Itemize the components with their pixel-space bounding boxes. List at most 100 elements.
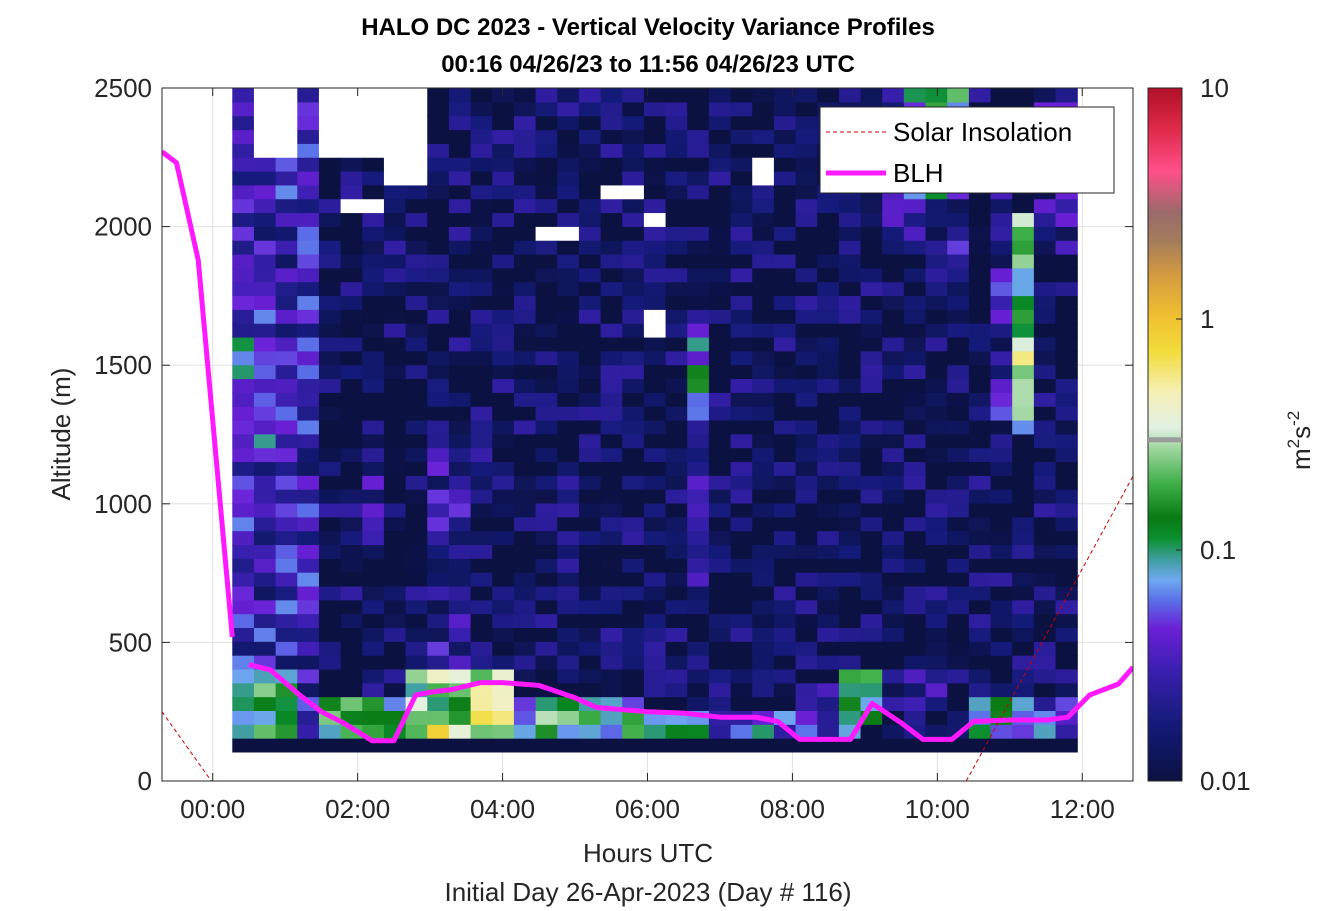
heatmap-cell <box>557 627 580 642</box>
heatmap-cell <box>708 475 732 490</box>
heatmap-cell <box>470 419 493 435</box>
heatmap-cell <box>752 738 775 753</box>
heatmap-cell <box>795 558 818 573</box>
heatmap-cell <box>882 572 905 587</box>
heatmap-cell <box>968 433 992 449</box>
heatmap-cell <box>1055 599 1078 615</box>
heatmap-cell <box>448 489 472 504</box>
heatmap-cell <box>622 516 645 532</box>
heatmap-cell <box>947 682 970 698</box>
heatmap-cell <box>383 475 407 490</box>
heatmap-cell <box>578 489 602 504</box>
heatmap-cell <box>600 129 623 144</box>
heatmap-cell <box>405 585 428 601</box>
heatmap-cell <box>318 240 342 255</box>
heatmap-cell <box>730 461 753 476</box>
heatmap-cell <box>622 115 645 131</box>
heatmap-cell <box>383 447 407 463</box>
heatmap-cell <box>600 461 623 476</box>
heatmap-cell <box>557 475 580 490</box>
heatmap-cell <box>578 364 602 380</box>
heatmap-cell <box>535 724 558 739</box>
heatmap-cell <box>687 572 710 587</box>
heatmap-cell <box>643 323 667 338</box>
heatmap-cell <box>643 101 667 117</box>
heatmap-cell <box>275 101 298 117</box>
heatmap-cell <box>470 516 493 532</box>
heatmap-cell <box>860 516 883 532</box>
heatmap-cell <box>275 88 298 103</box>
heatmap-cell <box>448 530 472 546</box>
heatmap-cell <box>578 240 602 255</box>
heatmap-cell <box>600 267 623 283</box>
heatmap-cell <box>383 378 407 393</box>
heatmap-cell <box>860 88 883 103</box>
x-axis-ticks: 00:00 02:00 04:00 06:00 08:00 10:00 12:00 <box>180 88 1115 824</box>
heatmap-cell <box>752 530 775 546</box>
heatmap-cell <box>362 613 385 629</box>
heatmap-cell <box>882 461 905 476</box>
heatmap-cell <box>1033 489 1057 504</box>
heatmap-cell <box>535 170 558 186</box>
heatmap-cell <box>882 226 905 241</box>
heatmap-cell <box>535 129 558 144</box>
heatmap-cell <box>838 668 862 684</box>
heatmap-cell <box>448 184 472 200</box>
heatmap-cell <box>622 101 645 117</box>
heatmap-cell <box>1033 696 1057 711</box>
heatmap-cell <box>362 461 385 476</box>
heatmap-cell <box>513 253 537 269</box>
heatmap-cell <box>687 433 710 449</box>
heatmap-cell <box>600 724 623 739</box>
heatmap-cell <box>318 309 342 324</box>
heatmap-cell <box>687 115 710 131</box>
heatmap-cell <box>730 253 753 269</box>
heatmap-cell <box>253 419 277 435</box>
heatmap-cell <box>578 336 602 352</box>
heatmap-cell <box>600 516 623 532</box>
heatmap-cell <box>795 129 818 144</box>
heatmap-cell <box>362 143 385 158</box>
heatmap-cell <box>1033 627 1057 642</box>
heatmap-cell <box>643 433 667 449</box>
heatmap-cell <box>882 336 905 352</box>
heatmap-cell <box>492 641 515 656</box>
heatmap-cell <box>968 682 992 698</box>
heatmap-cell <box>968 253 992 269</box>
heatmap-cell <box>903 585 927 601</box>
heatmap-cell <box>535 475 558 490</box>
heatmap-cell <box>795 668 818 684</box>
heatmap-cell <box>990 267 1013 283</box>
heatmap-cell <box>253 599 277 615</box>
heatmap-cell <box>578 295 602 310</box>
heatmap-cell <box>1012 240 1035 255</box>
heatmap-cell <box>383 599 407 615</box>
heatmap-cell <box>882 613 905 629</box>
heatmap-cell <box>362 475 385 490</box>
heatmap-cell <box>687 323 710 338</box>
heatmap-cell <box>773 364 797 380</box>
heatmap-cell <box>838 516 862 532</box>
heatmap-cell <box>578 530 602 546</box>
heatmap-cell <box>535 267 558 283</box>
heatmap-cell <box>882 475 905 490</box>
heatmap-cell <box>427 738 450 753</box>
heatmap-cell <box>708 309 732 324</box>
heatmap-cell <box>232 502 255 518</box>
heatmap-cell <box>773 558 797 573</box>
heatmap-cell <box>297 198 320 214</box>
heatmap-cell <box>253 364 277 380</box>
heatmap-cell <box>405 323 428 338</box>
heatmap-cell <box>470 129 493 144</box>
heatmap-cell <box>1012 530 1035 546</box>
heatmap-cell <box>557 558 580 573</box>
heatmap-cell <box>643 585 667 601</box>
heatmap-cell <box>643 295 667 310</box>
heatmap-cell <box>578 170 602 186</box>
heatmap-cell <box>925 475 948 490</box>
heatmap-cell <box>557 364 580 380</box>
heatmap-cell <box>275 212 298 227</box>
heatmap-cell <box>903 682 927 698</box>
heatmap-cell <box>1012 502 1035 518</box>
heatmap-cell <box>535 433 558 449</box>
